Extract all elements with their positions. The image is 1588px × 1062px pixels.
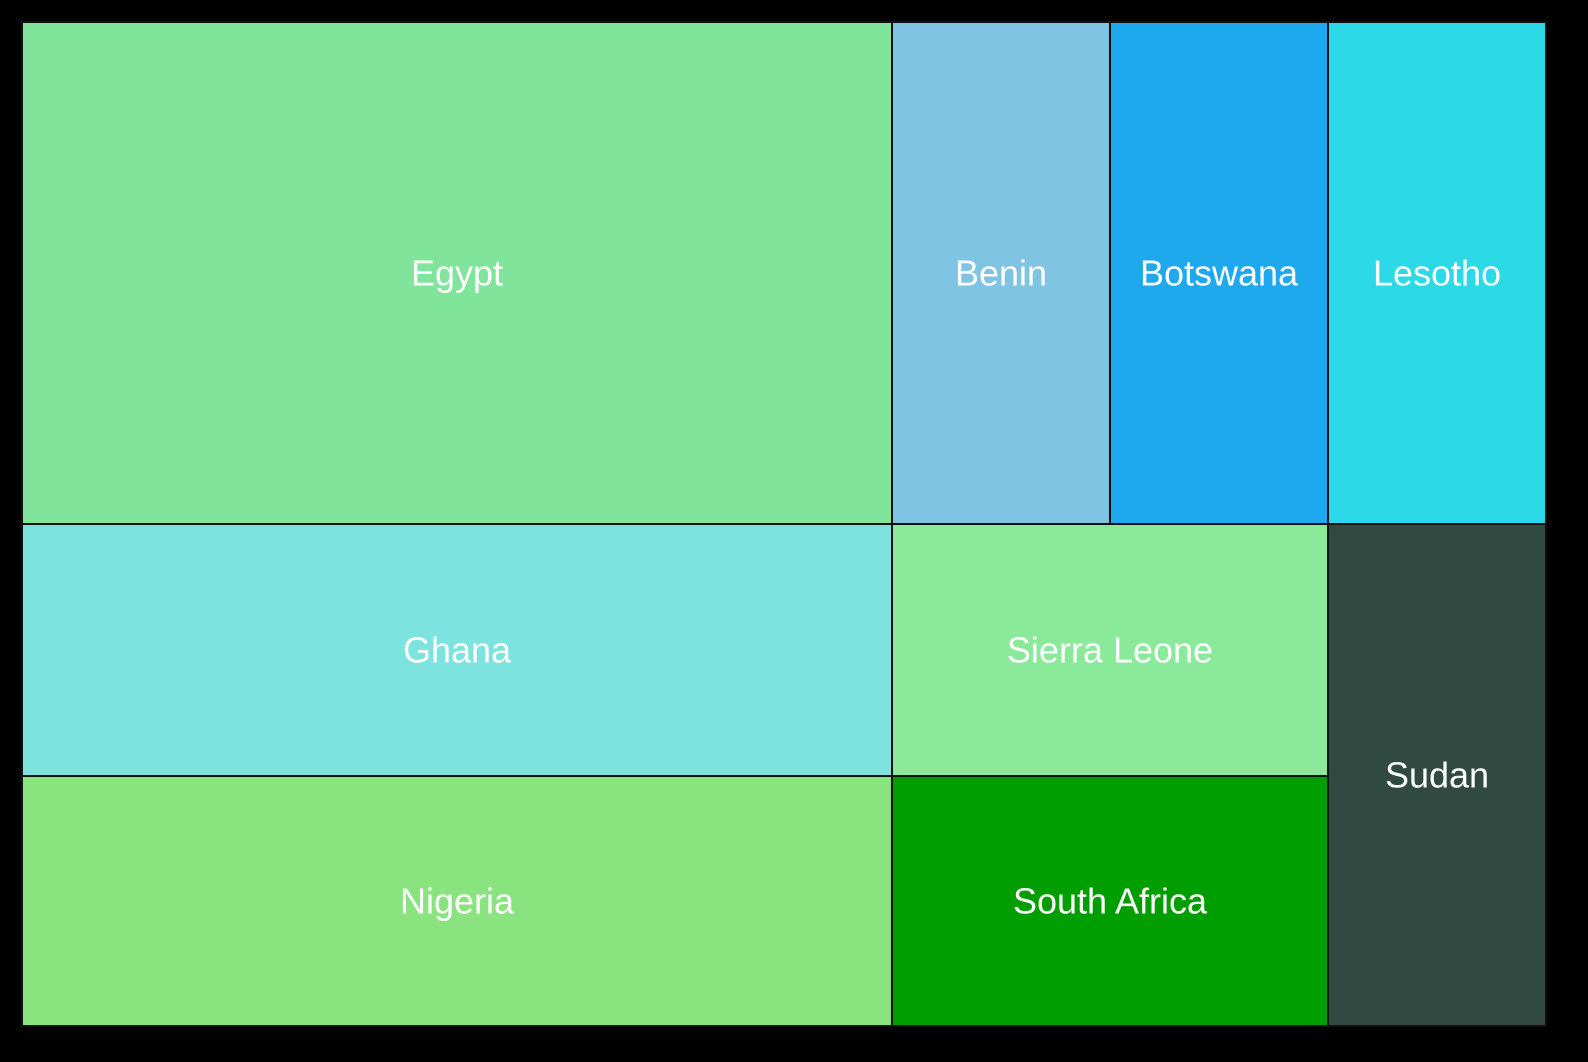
tile-rect-benin[interactable] [891, 21, 1111, 525]
tile-rect-sudan[interactable] [1327, 523, 1547, 1027]
treemap-tiles: Egypt Ghana Nigeria Benin Botswana Lesotho Sie… [21, 21, 1547, 1027]
tile-rect-south-africa[interactable] [891, 775, 1329, 1027]
tile-label-botswana: Botswana [1140, 253, 1299, 294]
tile-south-africa[interactable]: South Africa [891, 775, 1329, 1027]
tile-label-lesotho: Lesotho [1373, 253, 1501, 294]
tile-label-south-africa: South Africa [1013, 881, 1208, 922]
tile-rect-egypt[interactable] [21, 21, 893, 525]
tile-lesotho[interactable]: Lesotho [1327, 21, 1547, 525]
tile-sudan[interactable]: Sudan [1327, 523, 1547, 1027]
tile-egypt[interactable]: Egypt [21, 21, 893, 525]
tile-label-sudan: Sudan [1385, 755, 1489, 796]
tile-benin[interactable]: Benin [891, 21, 1111, 525]
tile-label-benin: Benin [955, 253, 1047, 294]
tile-label-ghana: Ghana [403, 630, 512, 671]
tile-nigeria[interactable]: Nigeria [21, 775, 893, 1027]
tile-label-egypt: Egypt [411, 253, 503, 294]
tile-rect-nigeria[interactable] [21, 775, 893, 1027]
tile-label-nigeria: Nigeria [400, 881, 515, 922]
tile-rect-sierra-leone[interactable] [891, 523, 1329, 777]
tile-sierra-leone[interactable]: Sierra Leone [891, 523, 1329, 777]
tile-label-sierra-leone: Sierra Leone [1007, 630, 1213, 671]
tile-ghana[interactable]: Ghana [21, 523, 893, 777]
tile-botswana[interactable]: Botswana [1109, 21, 1329, 525]
tile-rect-ghana[interactable] [21, 523, 893, 777]
